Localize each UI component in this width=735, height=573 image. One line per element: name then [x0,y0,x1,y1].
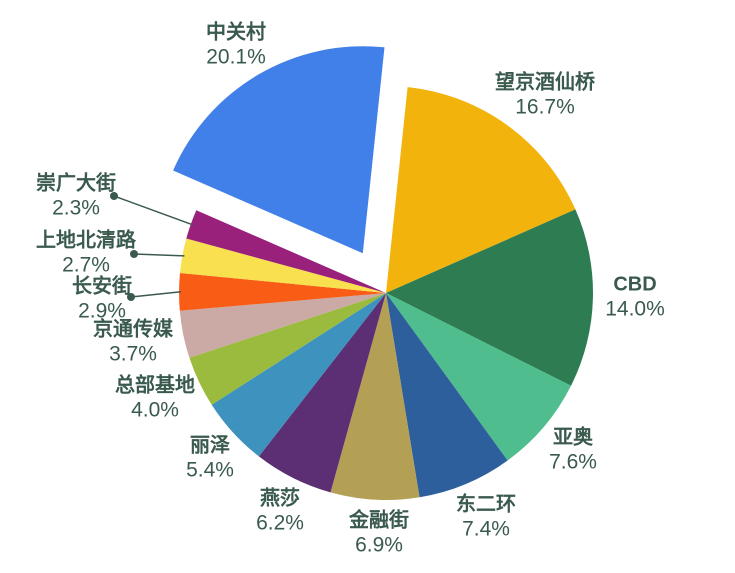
leader-line-changanjie [130,291,182,298]
slice-percent: 2.9% [78,299,126,323]
slice-label-lize: 丽泽 5.4% [186,434,234,483]
pie-slice-zhongguancun [173,46,385,254]
leader-dot-shangdi-beiqinglu [130,250,138,258]
slice-name: 崇广大街 [36,172,116,195]
slice-percent: 2.7% [62,253,110,277]
slice-label-dongerhuan: 东二环 7.4% [456,493,516,542]
slice-label-wangjing-jiuxianqiao: 望京酒仙桥 16.7% [495,71,595,120]
slice-name: 东二环 [456,493,516,516]
pie-slice-changanjie [179,273,386,311]
slice-label-cbd: CBD 14.0% [605,273,665,322]
pie-slice-yansha [258,293,386,493]
slice-name: 长安街 [72,275,132,298]
slice-percent: 6.9% [355,533,403,557]
slice-label-yaao: 亚奥 7.6% [549,426,597,475]
slice-percent: 20.1% [206,45,266,69]
slice-label-shangdi-beiqinglu: 上地北清路 2.7% [36,229,136,278]
pie-slice-lize [211,293,386,457]
slice-label-zongbu-jidi: 总部基地 4.0% [115,374,195,423]
pie-slice-cbd [386,209,594,386]
slice-name: 中关村 [206,21,266,44]
leader-dot-chongguang-dajie [110,192,118,200]
slice-label-yansha: 燕莎 6.2% [256,487,304,536]
slice-label-zhongguancun: 中关村 20.1% [206,21,266,70]
slice-name: 上地北清路 [36,229,136,252]
leader-line-chongguang-dajie [113,195,193,226]
slice-label-chongguang-dajie: 崇广大街 2.3% [36,172,116,221]
slice-percent: 6.2% [256,511,304,535]
slice-name: 总部基地 [115,374,195,397]
slice-percent: 5.4% [186,458,234,482]
slice-name: 京通传媒 [93,318,173,341]
pie-slice-wangjing-jiuxianqiao [386,87,576,293]
slice-name: CBD [613,273,657,296]
slice-label-changanjie: 长安街 2.9% [72,275,132,324]
pie-slice-yaao [386,293,571,461]
pie-slice-chongguang-dajie [186,210,386,293]
slice-name: 燕莎 [260,487,300,510]
slice-percent: 16.7% [515,95,575,119]
slice-label-jinrongjie: 金融街 6.9% [349,509,409,558]
slice-name: 望京酒仙桥 [495,71,595,94]
slice-percent: 2.3% [52,196,100,220]
slice-percent: 7.6% [549,450,597,474]
pie-slice-jingtong-chuanmei [179,293,386,358]
pie-slice-dongerhuan [386,293,508,498]
slice-percent: 3.7% [109,342,157,366]
pie-slice-zongbu-jidi [189,293,386,405]
slice-name: 丽泽 [190,434,230,457]
leader-line-shangdi-beiqinglu [133,253,185,257]
slice-percent: 7.4% [462,517,510,541]
slice-name: 亚奥 [553,426,593,449]
leader-dot-changanjie [127,293,135,301]
slice-percent: 4.0% [131,398,179,422]
slice-percent: 14.0% [605,297,665,321]
slice-label-jingtong-chuanmei: 京通传媒 3.7% [93,318,173,367]
pie-slice-shangdi-beiqinglu [180,238,386,293]
slice-name: 金融街 [349,509,409,532]
pie-slice-jinrongjie [330,293,420,501]
